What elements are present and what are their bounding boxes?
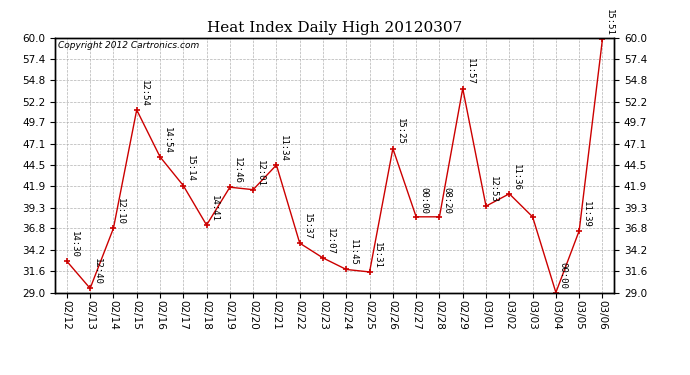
Text: 12:07: 12:07 <box>326 228 335 255</box>
Text: 12:40: 12:40 <box>93 258 102 285</box>
Text: 11:57: 11:57 <box>466 58 475 85</box>
Text: 14:41: 14:41 <box>209 195 218 222</box>
Text: 12:53: 12:53 <box>489 176 497 203</box>
Text: 12:46: 12:46 <box>233 157 241 184</box>
Text: 15:25: 15:25 <box>395 118 404 145</box>
Text: 11:34: 11:34 <box>279 135 288 162</box>
Title: Heat Index Daily High 20120307: Heat Index Daily High 20120307 <box>207 21 462 35</box>
Text: 15:31: 15:31 <box>373 242 382 268</box>
Text: 15:37: 15:37 <box>302 213 311 240</box>
Text: 15:51: 15:51 <box>605 9 614 36</box>
Text: 14:54: 14:54 <box>163 127 172 153</box>
Text: Copyright 2012 Cartronics.com: Copyright 2012 Cartronics.com <box>58 41 199 50</box>
Text: 00:00: 00:00 <box>559 262 568 289</box>
Text: 11:39: 11:39 <box>582 201 591 228</box>
Text: 15:14: 15:14 <box>186 155 195 182</box>
Text: 14:30: 14:30 <box>70 231 79 258</box>
Text: 11:45: 11:45 <box>349 239 358 266</box>
Text: 11:36: 11:36 <box>512 164 521 190</box>
Text: 12:10: 12:10 <box>116 198 125 225</box>
Text: 12:54: 12:54 <box>139 80 148 106</box>
Text: 08:20: 08:20 <box>442 187 451 213</box>
Text: 12:01: 12:01 <box>256 159 265 186</box>
Text: 00:00: 00:00 <box>419 187 428 213</box>
